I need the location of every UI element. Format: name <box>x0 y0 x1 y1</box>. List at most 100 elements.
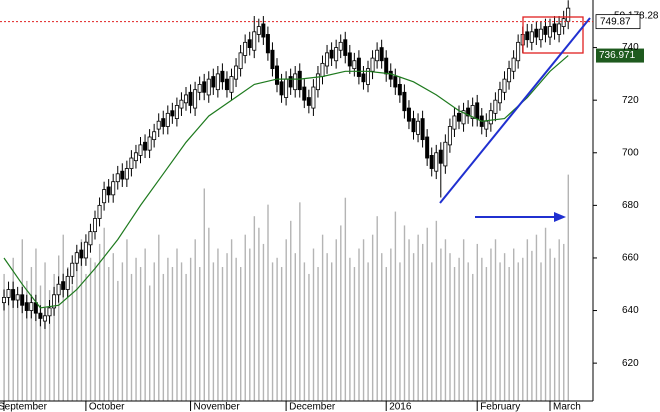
candle-body <box>334 47 339 62</box>
volume-bar <box>162 273 165 401</box>
candle-body <box>61 281 66 290</box>
candle-body <box>516 41 521 62</box>
candle-body <box>493 99 498 114</box>
candle-body <box>538 28 543 41</box>
volume-bar <box>117 280 119 401</box>
volume-bar <box>531 250 533 401</box>
candle-body <box>375 49 380 62</box>
candle-body <box>365 68 370 85</box>
candle-body <box>74 252 79 264</box>
volume-bar <box>98 243 101 401</box>
y-tick-label: 660 <box>622 253 639 264</box>
candle-body <box>138 144 143 156</box>
candle-body <box>88 231 93 246</box>
candle-body <box>147 136 152 151</box>
candle-body <box>325 52 330 67</box>
volume-bar <box>48 290 51 401</box>
volume-bar <box>203 188 205 401</box>
candle-body <box>402 91 407 112</box>
candle-body <box>115 173 120 183</box>
x-tick-label: February <box>480 402 520 412</box>
candle-body <box>256 26 261 35</box>
volume-bar <box>71 285 74 401</box>
volume-bar <box>412 253 415 401</box>
candle-body <box>29 302 34 311</box>
volume-bar <box>458 257 460 401</box>
volume-bar <box>53 273 55 401</box>
candle-body <box>2 296 7 304</box>
candle-body <box>65 275 70 290</box>
volume-bar <box>494 239 497 401</box>
candle-body <box>133 152 138 162</box>
volume-bar <box>285 239 287 401</box>
volume-bar <box>135 257 137 401</box>
ma-label-box <box>596 48 644 63</box>
volume-bar <box>290 220 292 401</box>
volume-bar <box>535 234 538 401</box>
candle-body <box>247 39 252 48</box>
volume-bar <box>467 262 469 401</box>
x-tick-label: September <box>0 402 48 412</box>
candle-body <box>511 57 516 72</box>
moving-average <box>3 55 569 309</box>
candle-body <box>370 57 375 72</box>
volume-bar <box>526 239 529 401</box>
volume-bar <box>403 225 406 401</box>
volume-bar <box>358 248 360 401</box>
candle-body <box>188 91 193 106</box>
volume-bar <box>153 262 155 401</box>
candle-body <box>161 118 166 127</box>
candle-body <box>306 97 311 106</box>
volume-bar <box>385 267 387 401</box>
volume-bar <box>371 234 374 401</box>
candle-body <box>174 105 179 119</box>
volume-bar <box>444 239 447 401</box>
y-tick-label: 740 <box>622 42 639 53</box>
candle-body <box>484 120 489 130</box>
volume-bar <box>362 239 365 401</box>
volume-bar <box>199 267 201 401</box>
volume-bar <box>508 267 510 401</box>
candle-body <box>343 39 348 56</box>
candle-body <box>47 307 52 317</box>
volume-bar <box>212 262 215 401</box>
candle-body <box>252 31 257 51</box>
x-tick-label: October <box>89 402 125 412</box>
arrow-head <box>554 212 566 222</box>
volume-bar <box>180 262 183 401</box>
volume-bar <box>39 285 42 401</box>
trend-line <box>439 17 591 204</box>
volume-bar <box>303 262 306 401</box>
candle-body <box>170 110 175 117</box>
candle-body <box>111 181 116 196</box>
candle-body <box>311 86 316 109</box>
volume-bar <box>312 248 315 401</box>
y-tick-label: 700 <box>622 147 639 158</box>
candle-body <box>425 136 430 159</box>
candle-body <box>124 168 129 180</box>
candle-body <box>566 7 571 22</box>
candle-body <box>42 315 47 322</box>
candle-body <box>507 68 512 83</box>
candle-body <box>120 170 125 180</box>
candle-body <box>129 157 134 169</box>
candle-body <box>379 47 384 62</box>
candle-body <box>220 70 225 83</box>
candle-body <box>152 131 157 141</box>
volume-bar <box>344 197 347 401</box>
volume-bar <box>26 280 28 401</box>
reference-label-box <box>595 14 641 30</box>
candle-body <box>70 262 75 277</box>
volume-bar <box>280 267 283 401</box>
volume-bar <box>3 273 5 401</box>
candle-body <box>557 23 562 35</box>
x-tick-label: November <box>194 402 241 412</box>
candle-body <box>320 62 325 77</box>
candle-body <box>24 302 29 311</box>
candle-body <box>202 81 207 93</box>
volume-bar <box>317 267 319 401</box>
candle-body <box>497 89 502 104</box>
volume-bar <box>149 285 151 401</box>
volume-bar <box>158 234 160 401</box>
volume-bar <box>167 257 169 401</box>
